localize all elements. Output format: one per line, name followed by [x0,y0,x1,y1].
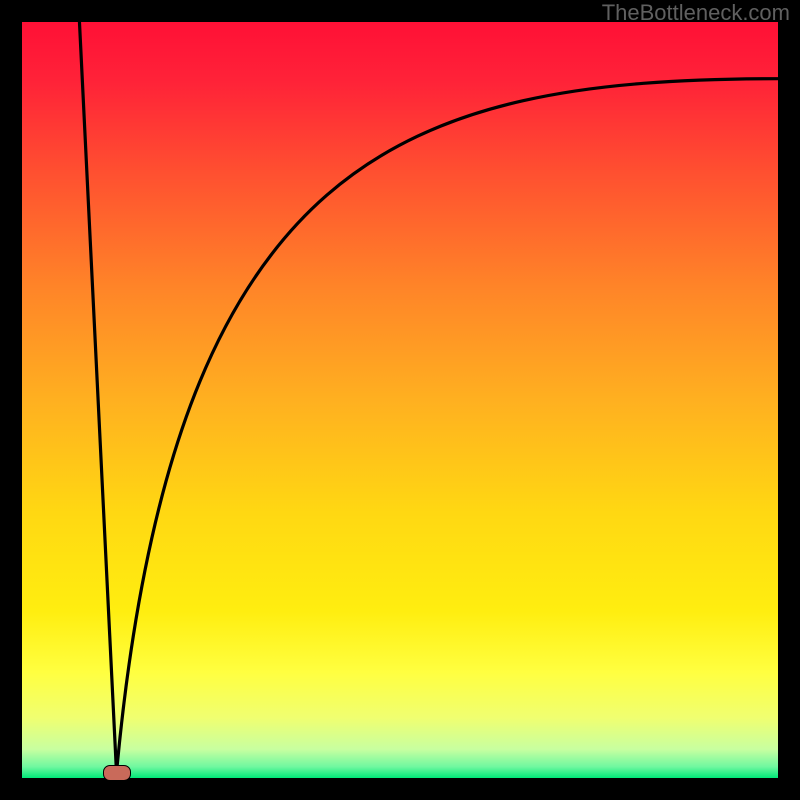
curve-path [79,22,778,773]
chart-stage: TheBottleneck.com [0,0,800,800]
dip-marker [103,765,131,781]
bottleneck-curve [22,22,778,778]
plot-area [22,22,778,778]
watermark-text: TheBottleneck.com [602,0,790,26]
